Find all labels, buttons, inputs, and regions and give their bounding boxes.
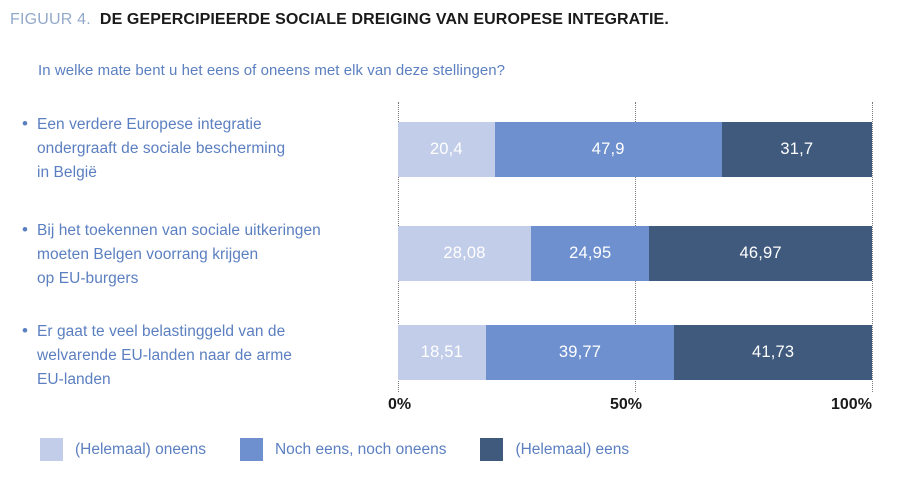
legend-label: (Helemaal) oneens bbox=[75, 440, 206, 458]
chart-plot-area: 20,4 47,9 31,7 28,08 24,95 46,97 18,51 3… bbox=[398, 102, 873, 392]
bar-row: 28,08 24,95 46,97 bbox=[398, 226, 872, 281]
bar-segment-agree: 41,73 bbox=[674, 325, 873, 380]
bullet-icon: • bbox=[22, 114, 28, 133]
bullet-icon: • bbox=[22, 321, 28, 340]
list-item: • Bij het toekennen van sociale uitkerin… bbox=[22, 219, 382, 291]
legend-item-neutral: Noch eens, noch oneens bbox=[239, 438, 447, 461]
x-axis-labels: 0% 50% 100% bbox=[388, 396, 872, 418]
list-item: • Er gaat te veel belastinggeld van de we… bbox=[22, 320, 382, 392]
bar-row: 18,51 39,77 41,73 bbox=[398, 325, 873, 380]
bar-segment-neutral: 47,9 bbox=[494, 122, 722, 177]
x-tick-0: 0% bbox=[388, 396, 412, 413]
bar-segment-agree: 46,97 bbox=[649, 226, 872, 281]
legend-label: Noch eens, noch oneens bbox=[274, 440, 447, 458]
legend-item-agree: (Helemaal) eens bbox=[480, 438, 629, 461]
figure-title: DE GEPERCIPIEERDE SOCIALE DREIGING VAN E… bbox=[99, 11, 669, 28]
statement-label-2: Er gaat te veel belastinggeld van de welv… bbox=[37, 323, 292, 388]
figure-number-tag: FIGUUR 4. bbox=[10, 11, 91, 28]
bar-segment-disagree: 20,4 bbox=[398, 122, 495, 177]
legend-swatch-icon bbox=[480, 438, 504, 461]
legend-swatch-icon bbox=[239, 438, 263, 461]
gridline-100 bbox=[872, 102, 873, 392]
chart-legend: (Helemaal) oneens Noch eens, noch oneens… bbox=[40, 438, 663, 461]
x-tick-100: 100% bbox=[831, 396, 872, 413]
legend-swatch-icon bbox=[40, 438, 63, 461]
bar-segment-agree: 31,7 bbox=[721, 122, 872, 177]
legend-label: (Helemaal) eens bbox=[515, 440, 630, 458]
bar-segment-neutral: 39,77 bbox=[485, 325, 675, 380]
bullet-icon: • bbox=[22, 220, 28, 239]
legend-item-disagree: (Helemaal) oneens bbox=[40, 438, 206, 461]
figure-subtitle: In welke mate bent u het eens of oneens … bbox=[38, 62, 506, 79]
bar-segment-neutral: 24,95 bbox=[531, 226, 650, 281]
bar-segment-disagree: 28,08 bbox=[398, 226, 532, 281]
bar-row: 20,4 47,9 31,7 bbox=[398, 122, 872, 177]
statement-label-0: Een verdere Europese integratie ondergraa… bbox=[37, 116, 286, 181]
statement-label-1: Bij het toekennen van sociale uitkeringe… bbox=[37, 222, 321, 287]
figure-header: FIGUUR 4. DE GEPERCIPIEERDE SOCIALE DREI… bbox=[10, 11, 669, 29]
list-item: • Een verdere Europese integratie ondergr… bbox=[22, 113, 382, 185]
x-tick-50: 50% bbox=[610, 396, 643, 413]
bar-segment-disagree: 18,51 bbox=[398, 325, 486, 380]
